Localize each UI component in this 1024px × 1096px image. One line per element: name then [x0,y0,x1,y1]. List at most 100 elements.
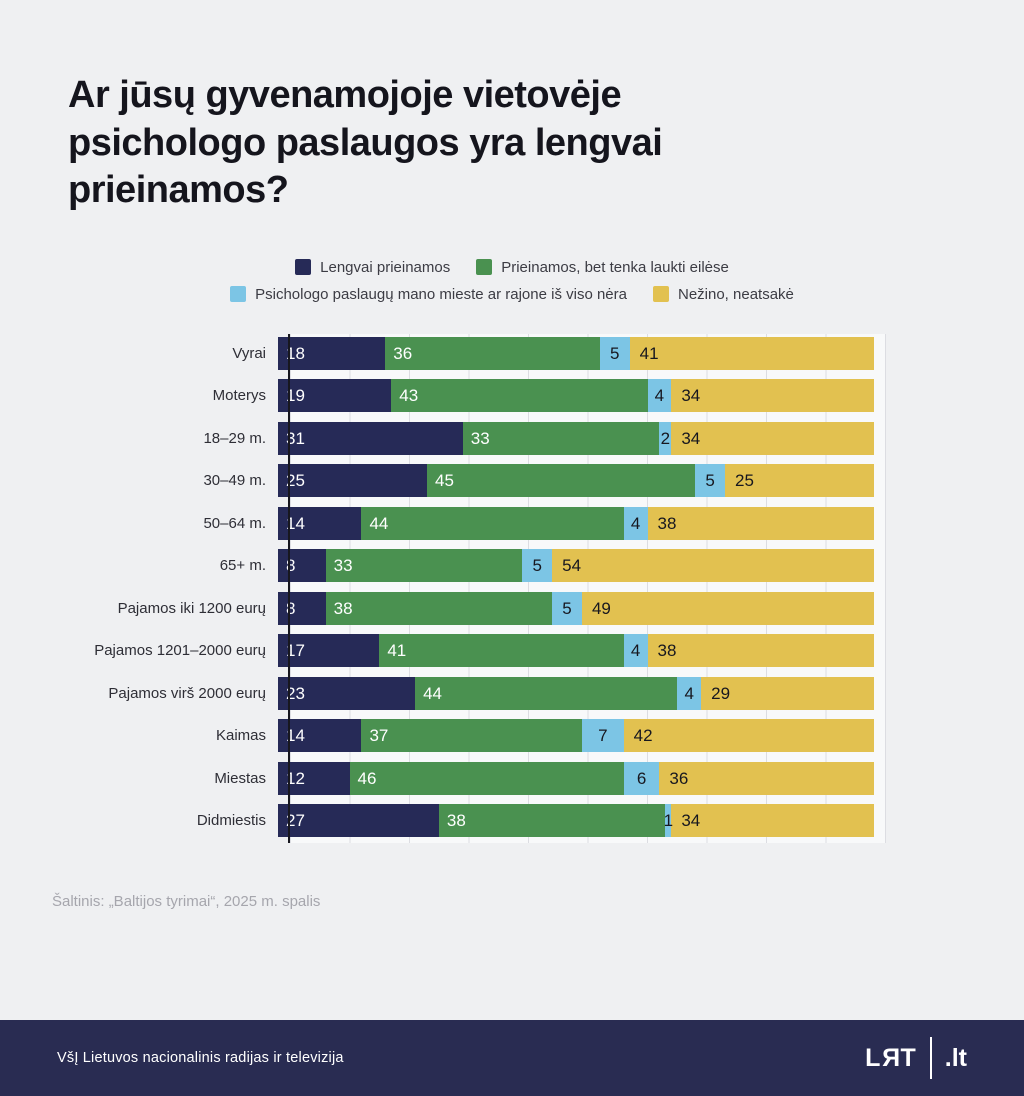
chart-row: Pajamos virš 2000 eurų 23 44 4 29 [52,676,886,710]
category-label: Didmiestis [196,812,266,829]
bar-segment-none: 5 [552,591,582,625]
category-label: Kaimas [215,727,266,744]
bar-value-label: 29 [711,683,731,703]
bar-segment-wait: 38 [438,804,666,837]
legend-item-unknown: Nežino, neatsakė [652,286,794,303]
legend-swatch-yellow [652,286,669,302]
bar-value-label: 36 [669,768,689,788]
bar-value-label: 54 [562,556,582,575]
stacked-bar: 23 44 4 29 [278,676,874,710]
bar-segment-none: 2 [659,421,672,455]
bar-value-label: 33 [333,556,353,575]
stacked-bar: 18 36 5 41 [278,336,874,370]
bar-segment-unknown: 29 [701,676,874,710]
bar-value-label: 4 [684,683,694,703]
category-label: Pajamos 1201–2000 eurų [94,642,266,659]
chart-row: 30–49 m. 25 45 5 25 [52,464,886,497]
stacked-bar: 17 41 4 38 [278,634,874,667]
chart-row: Pajamos 1201–2000 eurų 17 41 4 38 [52,634,886,667]
chart-row: Vyrai 18 36 5 41 [52,336,886,370]
category-label: Moterys [212,387,266,404]
stacked-bar: 8 33 5 54 [278,549,874,582]
bar-segment-none: 1 [664,804,673,837]
bar-value-label: 6 [636,768,647,788]
chart-row: 18–29 m. 31 33 2 34 [52,421,886,455]
legend-row-2: Psichologo paslaugų mano mieste ar rajon… [230,286,794,303]
legend-row-1: Lengvai prieinamos Prieinamos, bet tenka… [295,259,729,276]
bar-segment-easy: 19 [278,379,392,412]
bar-segment-easy: 25 [278,464,427,497]
category-label: Pajamos virš 2000 eurų [108,684,266,702]
title-line-1: Ar jūsų gyvenamojoje vietovėje [68,74,622,116]
category-label: 50–64 m. [203,514,266,532]
bar-segment-easy: 23 [278,676,416,710]
bar-segment-unknown: 34 [671,804,874,837]
bar-segment-unknown: 54 [552,549,874,582]
bar-segment-none: 6 [623,761,660,795]
stacked-bar: 14 37 7 42 [278,719,874,752]
bar-value-label: 4 [630,641,641,660]
bar-segment-none: 5 [522,549,553,582]
legend-label: Prieinamos, bet tenka laukti eilėse [501,258,729,276]
bar-segment-none: 4 [623,506,648,540]
footer-bar: VšĮ Lietuvos nacionalinis radijas ir tel… [0,1020,1024,1096]
title-line-3: prieinamos? [68,169,289,211]
bar-segment-easy: 31 [278,421,463,455]
bar-value-label: 34 [681,386,701,405]
bar-segment-wait: 43 [391,379,648,412]
bar-value-label: 46 [357,768,377,788]
legend-item-wait: Prieinamos, bet tenka laukti eilėse [476,259,729,276]
legend: Lengvai prieinamos Prieinamos, bet tenka… [0,259,1024,303]
bar-value-label: 33 [470,428,490,448]
bar-value-label: 2 [660,428,671,448]
bar-value-label: 18 [286,343,305,363]
bar-segment-easy: 14 [278,719,362,752]
bar-segment-easy: 8 [278,549,326,582]
bar-value-label: 4 [630,513,641,533]
bar-value-label: 5 [532,556,542,575]
bar-segment-none: 7 [581,719,624,752]
bar-segment-unknown: 25 [724,464,874,497]
bar-value-label: 23 [286,683,305,703]
bar-value-label: 17 [286,641,305,660]
bar-value-label: 31 [286,428,305,448]
bar-segment-wait: 37 [361,719,582,752]
chart-row: Didmiestis 27 38 1 34 [52,804,886,837]
bar-segment-wait: 46 [349,761,624,795]
footer-text: VšĮ Lietuvos nacionalinis radijas ir tel… [57,1050,344,1066]
bar-value-label: 44 [423,683,442,703]
category-label: 65+ m. [219,557,266,574]
category-label: 18–29 m. [203,429,266,447]
legend-swatch-green [476,259,493,275]
bar-value-label: 38 [657,641,677,660]
chart-row: Kaimas 14 37 7 42 [52,719,886,752]
stacked-bar: 25 45 5 25 [278,464,874,497]
bar-segment-wait: 44 [415,676,678,710]
page-title: Ar jūsų gyvenamojoje vietovėje psicholog… [68,72,848,215]
bar-value-label: 14 [286,726,305,745]
bar-value-label: 49 [591,598,611,618]
bar-segment-wait: 33 [462,421,660,455]
stacked-bar: 19 43 4 34 [278,379,874,412]
legend-item-none: Psichologo paslaugų mano mieste ar rajon… [230,286,627,303]
lrt-logo-suffix: .lt [944,1043,967,1072]
category-label: 30–49 m. [203,472,266,489]
bar-segment-unknown: 42 [623,719,874,752]
stacked-bar: 27 38 1 34 [278,804,874,837]
bar-segment-unknown: 36 [659,761,874,795]
chart-row: Moterys 19 43 4 34 [52,379,886,412]
stacked-bar: 14 44 4 38 [278,506,874,540]
bar-value-label: 42 [633,726,653,745]
category-label: Miestas [214,769,266,787]
bar-value-label: 5 [705,471,715,490]
chart-row: Pajamos iki 1200 eurų 8 38 5 49 [52,591,886,625]
bar-segment-none: 5 [599,336,630,370]
legend-item-easy: Lengvai prieinamos [295,259,450,276]
bar-segment-easy: 17 [278,634,380,667]
bar-value-label: 7 [598,726,608,745]
bar-value-label: 36 [393,343,413,363]
bar-value-label: 12 [286,768,305,788]
bar-value-label: 27 [286,811,305,830]
bar-value-label: 45 [435,471,454,490]
